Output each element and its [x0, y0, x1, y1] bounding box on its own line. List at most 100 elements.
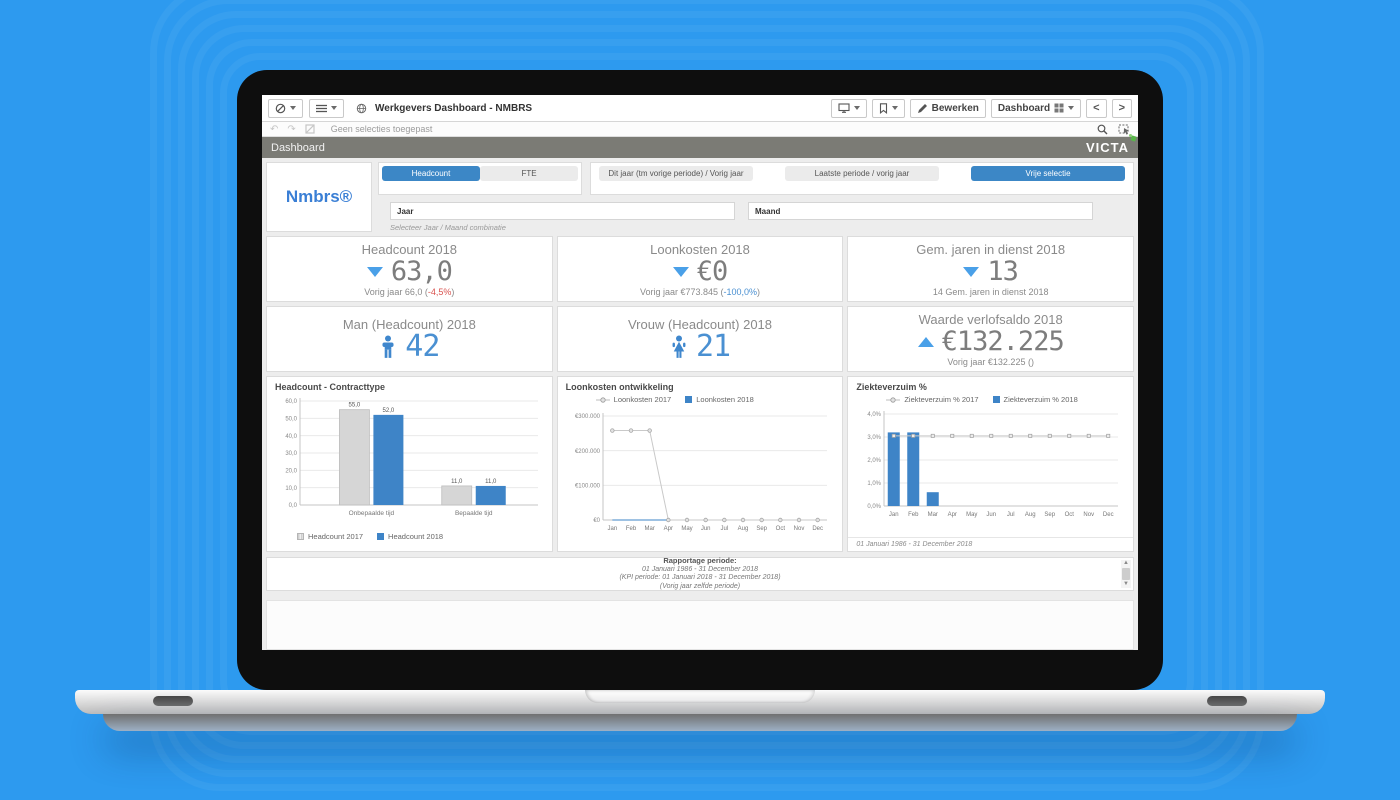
svg-text:55,0: 55,0: [349, 403, 361, 409]
data-point[interactable]: [722, 517, 727, 523]
data-point[interactable]: [703, 517, 708, 523]
legend-item-ziekteverzuim-2018[interactable]: Ziekteverzuim % 2018: [992, 395, 1078, 404]
kpi-card-waarde-verlofsaldo-2018[interactable]: Waarde verlofsaldo 2018 €132.225 Vorig jaa…: [847, 306, 1135, 372]
data-point[interactable]: [684, 517, 690, 523]
svg-text:40,0: 40,0: [286, 434, 298, 440]
svg-text:60,0: 60,0: [286, 399, 298, 405]
filter-hint: Selecteer Jaar / Maand combinatie: [390, 223, 506, 232]
bar-headcount-2017-bepaalde-tijd[interactable]: [441, 485, 473, 506]
storytelling-button[interactable]: [830, 98, 867, 118]
svg-text:Onbepaalde tijd: Onbepaalde tijd: [349, 510, 395, 517]
legend-item-loonkosten-2017[interactable]: Loonkosten 2017: [595, 395, 671, 404]
svg-text:11,0: 11,0: [451, 479, 463, 485]
caret-down-icon: [331, 106, 337, 110]
svg-text:€0: €0: [593, 518, 600, 524]
data-point[interactable]: [910, 433, 915, 438]
bar-jan[interactable]: [887, 432, 900, 506]
bar-headcount-2017-onbepaalde-tijd[interactable]: [339, 409, 371, 506]
svg-text:Feb: Feb: [626, 526, 637, 532]
period-button-vrije-selectie[interactable]: Vrije selectie: [971, 166, 1125, 181]
data-point[interactable]: [1105, 433, 1110, 438]
app-menu-button[interactable]: [268, 98, 303, 118]
data-point[interactable]: [610, 428, 615, 433]
line-loonkosten-2017[interactable]: [612, 430, 818, 521]
period-button-dit-jaar-tm-vorige-periode-vorig-jaar[interactable]: Dit jaar (tm vorige periode) / Vorig jaa…: [599, 166, 753, 181]
legend-item-headcount-2017[interactable]: Headcount 2017: [297, 532, 363, 541]
report-period-heading: Rapportage periode:: [663, 556, 737, 565]
chart-headcount-contracttype[interactable]: Headcount - Contracttype 0,0 10,0 20,0 30,0 4…: [266, 376, 553, 552]
caret-down-icon: [290, 106, 296, 110]
selections-tool-icon[interactable]: [1118, 124, 1130, 135]
legend-line-marker-icon: [886, 396, 901, 403]
globe-icon: [356, 103, 367, 113]
scrollbar-down-icon[interactable]: ▼: [1123, 581, 1129, 587]
svg-text:€100.000: €100.000: [575, 484, 601, 490]
kpi-card-headcount-2018[interactable]: Headcount 2018 63,0 Vorig jaar 66,0 (-4,5%…: [266, 236, 553, 302]
search-icon[interactable]: [1097, 124, 1108, 135]
svg-text:1,0%: 1,0%: [867, 481, 881, 487]
scrollbar-thumb[interactable]: [1122, 568, 1130, 580]
jaar-filter-label: Jaar: [397, 206, 414, 216]
bookmarks-button[interactable]: [871, 98, 905, 118]
bar-headcount-2018-onbepaalde-tijd[interactable]: [373, 414, 404, 505]
data-point[interactable]: [796, 517, 802, 523]
next-sheet-button[interactable]: >: [1111, 98, 1132, 118]
measure-button-headcount[interactable]: Headcount: [382, 166, 480, 181]
data-point[interactable]: [740, 517, 746, 523]
kpi-title: Waarde verlofsaldo 2018: [918, 311, 1063, 327]
kpi-value-row: 21: [670, 331, 731, 361]
triangle-up-icon: [917, 336, 934, 347]
data-point[interactable]: [988, 433, 993, 438]
period-button-laatste-periode-vorig-jaar[interactable]: Laatste periode / vorig jaar: [785, 166, 939, 181]
chart-title: Loonkosten ontwikkeling: [565, 382, 674, 392]
nmbrs-logo-panel: Nmbrs®: [266, 162, 372, 232]
svg-text:2,0%: 2,0%: [867, 458, 881, 464]
data-point[interactable]: [891, 433, 896, 438]
svg-text:4,0%: 4,0%: [867, 412, 881, 418]
data-point[interactable]: [1086, 433, 1091, 438]
data-point[interactable]: [930, 433, 935, 438]
data-point[interactable]: [778, 517, 783, 523]
bar-mar[interactable]: [926, 492, 939, 506]
data-point[interactable]: [759, 517, 764, 523]
kpi-card-man-headcount-2018[interactable]: Man (Headcount) 2018 42: [266, 306, 553, 372]
legend-item-loonkosten-2018[interactable]: Loonkosten 2018: [685, 395, 754, 404]
global-menu-button[interactable]: [309, 98, 344, 118]
sheet-titlebar: Dashboard VICTA: [262, 134, 1138, 158]
data-point[interactable]: [949, 433, 954, 438]
clear-selections-icon[interactable]: [305, 124, 315, 134]
svg-text:Dec: Dec: [1103, 512, 1114, 518]
data-point[interactable]: [969, 433, 974, 438]
sheet-selector-button[interactable]: Dashboard: [990, 98, 1082, 118]
measure-button-fte[interactable]: FTE: [480, 166, 578, 181]
bar-headcount-2018-bepaalde-tijd[interactable]: [476, 485, 507, 505]
edit-button[interactable]: Bewerken: [909, 98, 986, 118]
svg-text:Dec: Dec: [812, 526, 823, 532]
kpi-card-vrouw-headcount-2018[interactable]: Vrouw (Headcount) 2018 21: [556, 306, 844, 372]
data-point[interactable]: [666, 517, 671, 523]
legend-item-headcount-2018[interactable]: Headcount 2018: [377, 532, 443, 541]
footer-scrollbar[interactable]: ▲ ▼: [1121, 560, 1131, 588]
svg-text:Jun: Jun: [701, 526, 711, 532]
bar-feb[interactable]: [906, 432, 919, 506]
data-point[interactable]: [628, 428, 634, 433]
data-point[interactable]: [1008, 433, 1013, 438]
kpi-card-gem-jaren-in-dienst-2018[interactable]: Gem. jaren in dienst 2018 13 14 Gem. jaren…: [847, 236, 1135, 302]
legend-item-ziekteverzuim-2017[interactable]: Ziekteverzuim % 2017: [886, 395, 979, 404]
data-point[interactable]: [1047, 433, 1052, 438]
scrollbar-up-icon[interactable]: ▲: [1123, 560, 1129, 566]
kpi-card-loonkosten-2018[interactable]: Loonkosten 2018 €0 Vorig jaar €773.845 (-1…: [556, 236, 844, 302]
data-point[interactable]: [815, 517, 820, 523]
chart-ziekteverzuim[interactable]: Ziekteverzuim % Ziekteverzuim % 2017 Ziekt…: [847, 376, 1135, 552]
jaar-filter-field[interactable]: Jaar: [390, 202, 735, 220]
prev-sheet-button[interactable]: <: [1086, 98, 1107, 118]
redo-icon[interactable]: ↷: [287, 123, 296, 135]
svg-text:May: May: [681, 526, 692, 532]
data-point[interactable]: [647, 428, 652, 433]
data-point[interactable]: [1027, 433, 1032, 438]
data-point[interactable]: [1066, 433, 1071, 438]
maand-filter-field[interactable]: Maand: [748, 202, 1093, 220]
kpi-title: Headcount 2018: [361, 241, 458, 257]
chart-loonkosten-ontwikkeling[interactable]: Loonkosten ontwikkeling Loonkosten 2017 Lo…: [556, 376, 844, 552]
undo-icon[interactable]: ↶: [270, 123, 279, 135]
